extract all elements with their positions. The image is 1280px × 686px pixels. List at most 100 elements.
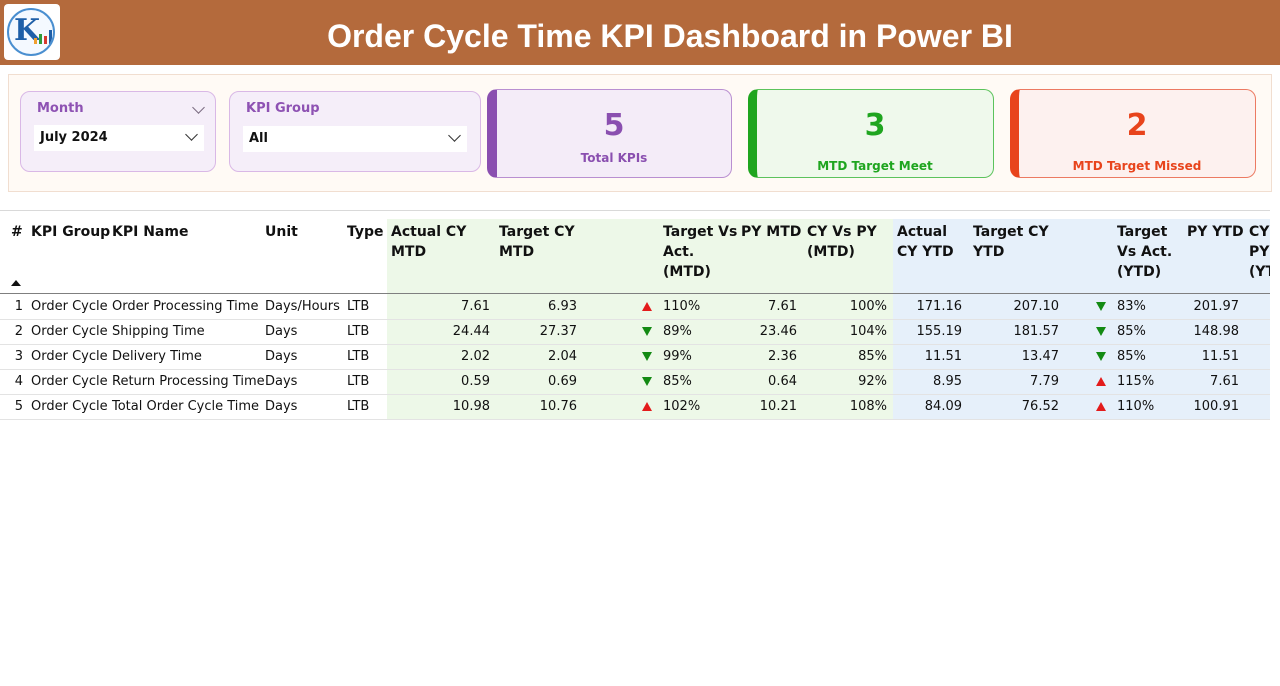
cell-type: LTB [347,399,370,414]
col-header-cy-vs-py-mtd[interactable]: CY Vs PY (MTD) [807,224,877,260]
cell-py-ytd: 201.97 [1193,299,1240,314]
total-kpis-value: 5 [603,108,625,143]
cell-cy-vs-py-mtd: 100% [849,299,887,314]
cell-py-ytd: 100.91 [1193,399,1240,414]
cell-target-vs-act-mtd: 85% [663,374,692,389]
row-divider [0,419,1270,420]
col-header-cy-vs-py-ytd[interactable]: CY PY (YT [1249,224,1270,280]
cell-type: LTB [347,324,370,339]
cell-target-cy-mtd: 10.76 [539,399,577,414]
kpi-matrix-table[interactable]: # KPI Group KPI Name Unit Type Actual CY… [0,210,1270,421]
cell-py-mtd: 0.64 [768,374,797,389]
cell-target-cy-ytd: 7.79 [1030,374,1059,389]
cell-target-vs-act-mtd: 99% [663,349,692,364]
cell-target-vs-act-ytd: 85% [1117,324,1146,339]
mtd-target-missed-card: 2 MTD Target Missed [1010,89,1256,178]
cell-actual-cy-mtd: 2.02 [461,349,490,364]
cell-py-mtd: 10.21 [759,399,797,414]
cell-unit: Days [265,349,298,364]
header-divider [0,293,1270,294]
cell-target-cy-mtd: 0.69 [548,374,577,389]
total-kpis-card: 5 Total KPIs [487,89,732,178]
cell-cy-vs-py-mtd: 104% [849,324,887,339]
month-slicer[interactable]: Month July 2024 [20,91,216,172]
cell-target-cy-ytd: 76.52 [1021,399,1059,414]
col-header-kpi-name[interactable]: KPI Name [112,224,189,240]
cell-py-ytd: 148.98 [1193,324,1240,339]
cell-type: LTB [347,374,370,389]
row-divider [0,319,1270,320]
cell-num: 1 [14,299,23,314]
ytd-body-band [893,294,1270,420]
green-down-arrow-icon [1096,327,1106,336]
col-header-actual-cy-mtd[interactable]: Actual CY MTD [391,224,467,260]
cell-kpi-name: Total Order Cycle Time [112,399,260,414]
kpi-group-dropdown-value: All [249,131,268,146]
cell-cy-vs-py-mtd: 92% [858,374,887,389]
cell-unit: Days/Hours [265,299,340,314]
cell-num: 4 [14,374,23,389]
company-logo: K [4,4,60,60]
cell-target-vs-act-ytd: 83% [1117,299,1146,314]
cell-target-cy-mtd: 27.37 [539,324,577,339]
col-header-actual-cy-ytd[interactable]: Actual CY YTD [897,224,954,260]
total-kpis-label: Total KPIs [580,151,648,165]
green-down-arrow-icon [1096,352,1106,361]
dashboard-header: K Order Cycle Time KPI Dashboard in Powe… [0,0,1280,65]
red-up-arrow-icon [642,302,652,311]
cell-target-vs-act-mtd: 102% [663,399,701,414]
row-divider [0,369,1270,370]
mtd-header-band [387,219,893,294]
mtd-target-missed-value: 2 [1126,108,1148,143]
cell-actual-cy-ytd: 155.19 [916,324,963,339]
cell-unit: Days [265,374,298,389]
cell-actual-cy-mtd: 10.98 [452,399,490,414]
cell-py-ytd: 7.61 [1210,374,1239,389]
ytd-header-band [893,219,1270,294]
kpi-group-dropdown[interactable]: All [243,126,467,152]
kpi-group-slicer-label: KPI Group [246,101,320,116]
cell-num: 5 [14,399,23,414]
cell-kpi-group: Order Cycle [31,374,108,389]
col-header-target-cy-ytd[interactable]: Target CY YTD [973,224,1049,260]
cell-kpi-name: Delivery Time [112,349,202,364]
col-header-target-vs-act-mtd[interactable]: Target Vs Act. (MTD) [663,224,738,280]
mtd-target-missed-label: MTD Target Missed [1072,159,1202,173]
mtd-target-meet-value: 3 [864,108,886,143]
kpi-group-slicer[interactable]: KPI Group All [229,91,481,172]
cell-py-mtd: 2.36 [768,349,797,364]
red-up-arrow-icon [1096,402,1106,411]
month-dropdown-value: July 2024 [40,130,108,145]
cell-num: 2 [14,324,23,339]
cell-target-cy-mtd: 2.04 [548,349,577,364]
cell-py-ytd: 11.51 [1201,349,1239,364]
col-header-kpi-group[interactable]: KPI Group [31,224,111,240]
col-header-target-vs-act-ytd[interactable]: Target Vs Act. (YTD) [1117,224,1173,280]
cell-actual-cy-ytd: 84.09 [924,399,962,414]
sort-ascending-icon[interactable] [11,280,21,286]
table-scroll-edge [1270,210,1280,420]
col-header-num[interactable]: # [11,224,23,240]
cell-unit: Days [265,324,298,339]
cell-target-vs-act-ytd: 110% [1117,399,1155,414]
cell-type: LTB [347,349,370,364]
col-header-type[interactable]: Type [347,224,384,240]
col-header-py-mtd[interactable]: PY MTD [741,224,802,240]
col-header-unit[interactable]: Unit [265,224,298,240]
cell-actual-cy-mtd: 7.61 [461,299,490,314]
cell-target-vs-act-ytd: 115% [1117,374,1155,389]
cell-kpi-name: Shipping Time [112,324,205,339]
chevron-down-icon[interactable] [185,128,198,141]
col-header-py-ytd[interactable]: PY YTD [1187,224,1244,240]
red-up-arrow-icon [642,402,652,411]
collapse-chevron-icon[interactable] [192,101,205,114]
month-dropdown[interactable]: July 2024 [34,125,204,151]
chevron-down-icon[interactable] [448,129,461,142]
cell-kpi-name: Order Processing Time [112,299,259,314]
green-down-arrow-icon [642,327,652,336]
cell-cy-vs-py-mtd: 108% [849,399,887,414]
cell-kpi-name: Return Processing Time [112,374,265,389]
col-header-target-cy-mtd[interactable]: Target CY MTD [499,224,575,260]
cell-cy-vs-py-mtd: 85% [858,349,887,364]
cell-target-vs-act-mtd: 110% [663,299,701,314]
